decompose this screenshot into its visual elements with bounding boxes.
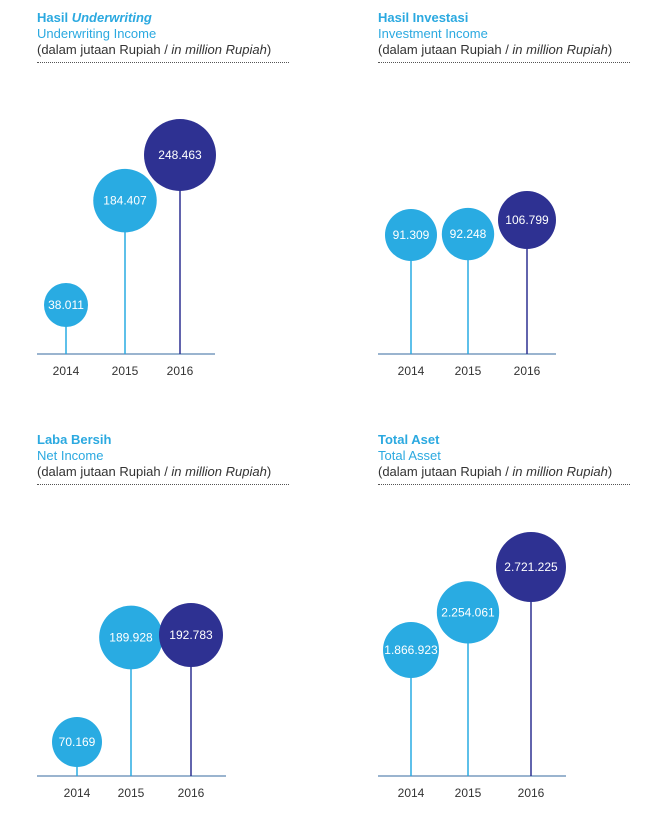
data-label: 1.866.923	[384, 643, 438, 657]
chart-underwriting-income: Hasil Underwriting Underwriting Income (…	[37, 10, 337, 410]
data-bubble	[436, 581, 500, 644]
data-bubble	[159, 603, 223, 667]
data-label: 91.309	[393, 228, 430, 242]
data-bubble	[144, 119, 216, 191]
x-tick-label: 2015	[455, 786, 482, 800]
data-bubble	[99, 605, 163, 670]
x-tick-label: 2014	[398, 786, 425, 800]
data-bubble	[498, 191, 556, 249]
x-tick-label: 2014	[64, 786, 91, 800]
chart-unit: (dalam jutaan Rupiah / in million Rupiah…	[37, 464, 272, 479]
bubble-plot: 91.309 2014 92.248 2015 106.799 2016	[378, 191, 556, 378]
x-tick-label: 2015	[112, 364, 139, 378]
x-tick-label: 2016	[518, 786, 545, 800]
data-bubble	[44, 283, 88, 327]
data-label: 192.783	[169, 628, 213, 642]
chart-subtitle: Investment Income	[378, 26, 488, 41]
dotted-divider	[378, 484, 630, 485]
chart-subtitle: Total Asset	[378, 448, 441, 463]
chart-unit: (dalam jutaan Rupiah / in million Rupiah…	[378, 464, 613, 479]
dotted-divider	[37, 484, 289, 485]
chart-subtitle: Net Income	[37, 448, 104, 463]
x-tick-label: 2015	[118, 786, 145, 800]
bubble-plot: 38.011 2014 184.407 2015 248.463 2016	[37, 119, 216, 378]
x-tick-label: 2016	[167, 364, 194, 378]
bubble-plot: 70.169 2014 189.928 2015 192.783 2016	[37, 603, 226, 800]
chart-net-income: Laba Bersih Net Income (dalam jutaan Rup…	[37, 432, 337, 832]
data-bubble	[52, 717, 102, 767]
x-tick-label: 2014	[398, 364, 425, 378]
data-bubble	[441, 207, 495, 261]
chart-title: Hasil Investasi	[378, 10, 469, 25]
data-label: 2.254.061	[441, 605, 495, 619]
dotted-divider	[378, 62, 630, 63]
data-label: 2.721.225	[504, 560, 558, 574]
data-label: 248.463	[158, 148, 202, 162]
data-label: 106.799	[505, 213, 549, 227]
x-tick-label: 2016	[178, 786, 205, 800]
x-tick-label: 2015	[455, 364, 482, 378]
x-tick-label: 2014	[53, 364, 80, 378]
chart-subtitle: Underwriting Income	[37, 26, 157, 41]
chart-unit: (dalam jutaan Rupiah / in million Rupiah…	[378, 42, 613, 57]
data-bubble	[385, 209, 437, 261]
data-bubble	[93, 168, 157, 233]
chart-title: Laba Bersih	[37, 432, 112, 447]
chart-title: Total Aset	[378, 432, 440, 447]
data-label: 38.011	[48, 298, 84, 312]
data-label: 70.169	[59, 735, 96, 749]
chart-unit: (dalam jutaan Rupiah / in million Rupiah…	[37, 42, 272, 57]
data-bubble	[496, 532, 566, 602]
data-label: 184.407	[103, 194, 147, 208]
chart-investment-income: Hasil Investasi Investment Income (dalam…	[378, 10, 668, 410]
bubble-plot: 1.866.923 2014 2.254.061 2015 2.721.225 2016	[378, 532, 566, 800]
chart-total-asset: Total Aset Total Asset (dalam jutaan Rup…	[378, 432, 668, 832]
data-bubble	[383, 622, 439, 678]
data-label: 92.248	[450, 227, 487, 241]
chart-title: Hasil Underwriting	[37, 10, 152, 25]
data-label: 189.928	[109, 630, 153, 644]
dotted-divider	[37, 62, 289, 63]
x-tick-label: 2016	[514, 364, 541, 378]
